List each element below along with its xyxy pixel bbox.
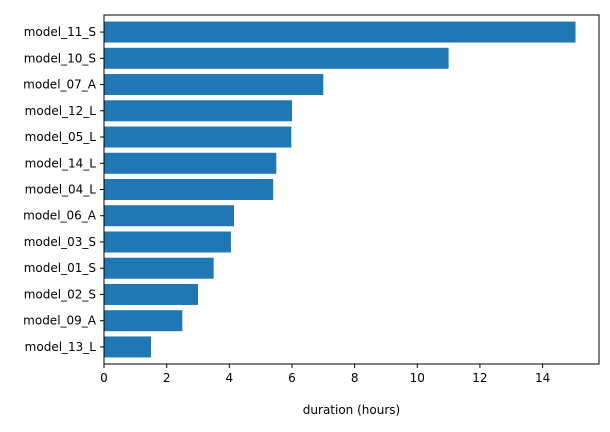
bar-model-06-a [104,205,235,227]
y-tick-label: model_12_L [25,104,97,118]
y-tick-label: model_07_A [23,78,97,92]
y-tick-label: model_03_S [24,235,96,249]
y-tick-label: model_10_S [24,51,96,65]
y-tick-label: model_02_S [24,287,96,301]
bars-layer [104,21,576,358]
y-tick-label: model_14_L [25,156,97,170]
x-tick-label: 6 [288,371,296,385]
y-tick-label: model_05_L [25,130,97,144]
y-tick-label: model_04_L [25,183,97,197]
y-tick-label: model_09_A [23,314,97,328]
x-tick-label: 10 [410,371,425,385]
x-tick-label: 2 [163,371,171,385]
bar-model-13-l [104,336,151,358]
bar-model-02-s [104,283,198,305]
x-tick-label: 14 [535,371,550,385]
y-tick-label: model_01_S [24,261,96,275]
x-tick-label: 12 [472,371,487,385]
bar-model-14-l [104,152,277,174]
x-tick-label: 0 [100,371,108,385]
bar-model-07-a [104,74,324,96]
bar-model-04-l [104,179,274,200]
bar-model-01-s [104,257,214,279]
y-tick-label: model_11_S [24,25,96,39]
x-axis-label: duration (hours) [303,403,400,417]
y-tick-label: model_06_A [23,209,97,223]
x-tick-label: 8 [351,371,359,385]
x-axis-ticks: 0 2 4 6 8 10 12 14 [100,364,550,385]
y-axis-ticks: model_11_S model_10_S model_07_A model_12_L… [23,25,104,354]
y-tick-label: model_13_L [25,340,97,354]
bar-model-12-l [104,100,292,122]
bar-model-03-s [104,231,231,253]
x-tick-label: 4 [225,371,233,385]
plot-frame [103,14,600,365]
bar-model-09-a [104,310,183,332]
bar-model-11-s [104,21,576,43]
bar-model-10-s [104,47,449,69]
bar-model-05-l [104,126,292,148]
